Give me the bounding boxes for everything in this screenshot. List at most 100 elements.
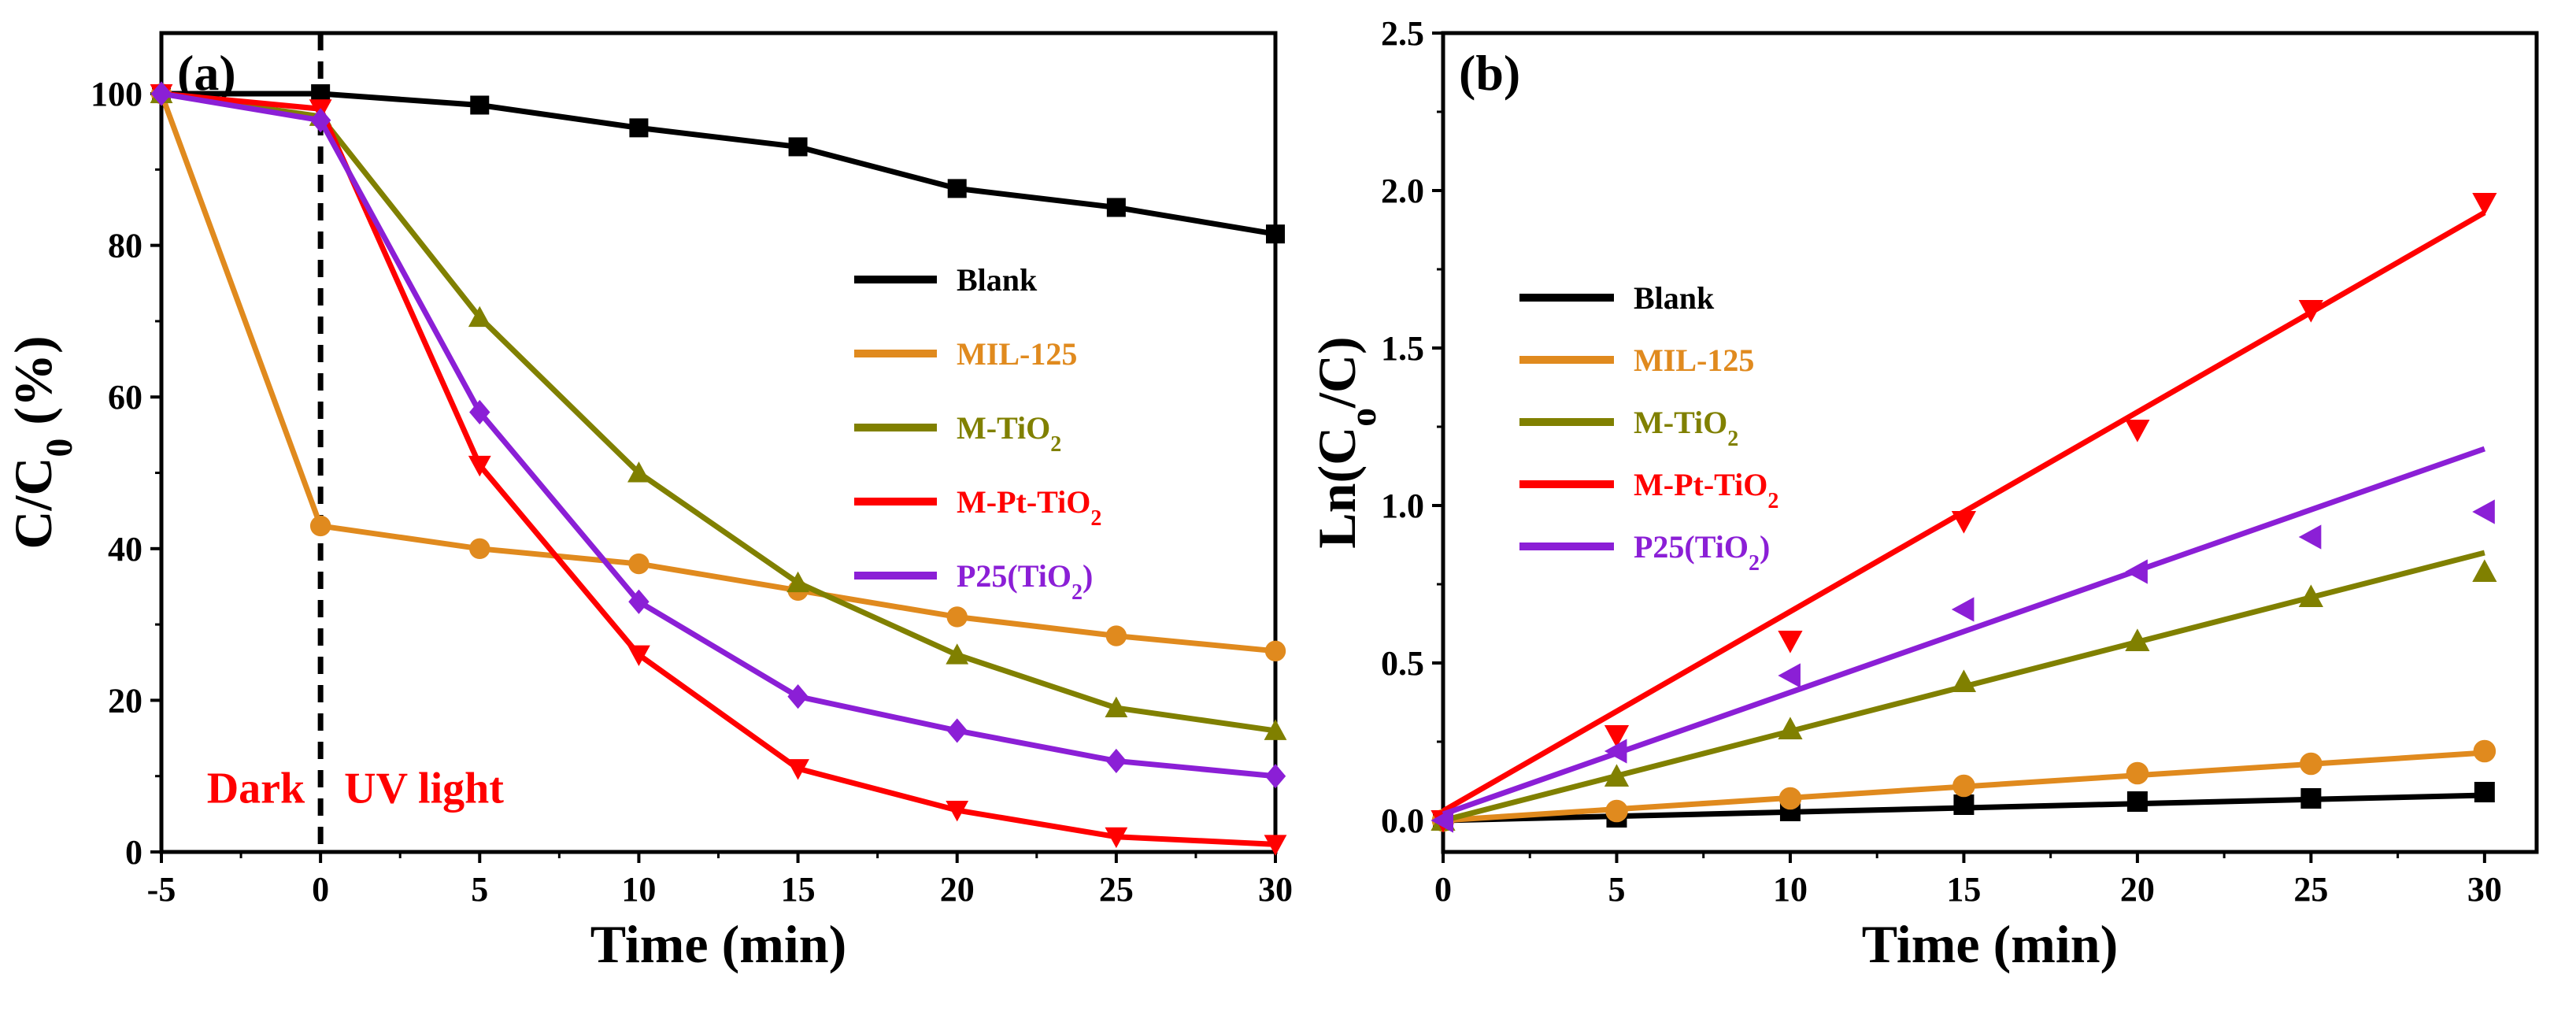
data-point-m-pt-tio2 (1604, 725, 1630, 748)
x-tick-label: 20 (940, 870, 975, 909)
data-point-m-tio2 (2125, 628, 2150, 651)
data-point-p25-tio2 (1264, 764, 1286, 789)
data-point-blank (629, 118, 649, 138)
data-point-p25-tio2 (309, 108, 331, 133)
data-point-m-tio2 (468, 306, 491, 328)
legend: Blank MIL-125 M-TiO2 M-Pt-TiO2 P25(TiO2) (1519, 280, 1778, 576)
data-point-blank (1953, 794, 1975, 815)
series-line-p25-tio2 (161, 91, 1276, 780)
data-point-mil-125 (1605, 799, 1628, 823)
x-tick-label: 0 (1434, 870, 1452, 909)
data-point-p25-tio2 (946, 718, 968, 743)
data-point-m-pt-tio2 (2125, 420, 2150, 443)
y-tick-label: 2.0 (1381, 172, 1424, 210)
y-tick-label: 2.5 (1381, 14, 1424, 53)
data-point-blank (470, 95, 490, 115)
data-point-m-tio2 (1105, 696, 1128, 718)
data-point-mil-125 (946, 606, 968, 628)
legend-label-p25-tio2: P25(TiO2) (957, 558, 1093, 605)
x-tick-label: 20 (2120, 870, 2155, 909)
x-tick-label: 10 (1773, 870, 1808, 909)
legend: Blank MIL-125 M-TiO2 M-Pt-TiO2 P25(TiO2) (854, 262, 1101, 605)
data-point-m-tio2 (946, 643, 969, 665)
panel-label: (b) (1459, 45, 1520, 101)
legend-label-blank: Blank (957, 262, 1038, 298)
data-point-blank (2300, 788, 2322, 809)
data-point-blank (947, 179, 967, 198)
data-point-mil-125 (1105, 625, 1127, 646)
data-point-m-pt-tio2 (1951, 511, 1977, 534)
data-point-p25-tio2 (150, 81, 172, 106)
data-point-m-tio2 (1778, 717, 1803, 739)
legend-label-mil-125: MIL-125 (1634, 343, 1754, 378)
fit-line-p25-tio2 (1442, 446, 2486, 817)
data-point-p25-tio2 (1430, 808, 1453, 833)
data-point-p25-tio2 (2125, 559, 2148, 584)
x-tick-label: 25 (2293, 870, 2328, 909)
x-tick-label: 15 (1946, 870, 1981, 909)
data-point-p25-tio2 (2472, 499, 2495, 524)
data-point-m-pt-tio2 (468, 455, 491, 477)
data-point-m-tio2 (2298, 584, 2323, 607)
data-point-m-tio2 (1264, 719, 1287, 740)
x-tick-label: 10 (621, 870, 656, 909)
x-tick-label: 0 (312, 870, 329, 909)
data-point-p25-tio2 (1105, 748, 1127, 774)
axes-frame (1441, 31, 2539, 854)
series-line-blank (161, 91, 1276, 237)
data-point-blank (2474, 782, 2495, 802)
data-point-mil-125 (309, 515, 331, 537)
data-point-mil-125 (1264, 640, 1286, 662)
x-tick-label: 15 (781, 870, 816, 909)
legend-label-m-tio2: M-TiO2 (1634, 405, 1738, 451)
series-line-m-tio2 (161, 91, 1276, 734)
y-tick-label: 0 (125, 833, 142, 872)
x-tick-label: 5 (471, 870, 488, 909)
data-point-m-pt-tio2 (1105, 827, 1128, 849)
data-point-m-pt-tio2 (2472, 193, 2497, 216)
data-point-m-pt-tio2 (786, 759, 809, 780)
axes-frame (159, 31, 1278, 854)
y-tick-label: 0.5 (1381, 644, 1424, 683)
x-tick-label: 30 (1258, 870, 1293, 909)
data-point-p25-tio2 (1778, 663, 1801, 688)
data-point-m-pt-tio2 (1778, 631, 1803, 654)
data-point-mil-125 (628, 553, 650, 575)
data-point-mil-125 (469, 538, 490, 560)
x-tick-label: 30 (2467, 870, 2502, 909)
data-point-p25-tio2 (1951, 597, 1975, 622)
data-point-p25-tio2 (469, 399, 490, 425)
panel-b: 0 5 10 15 20 25 30 0.0 0.5 1.0 1.5 2.0 2.5 Time (min)… (1307, 14, 2539, 974)
data-point-m-pt-tio2 (946, 801, 969, 822)
data-point-blank (788, 137, 808, 157)
data-point-blank (1106, 198, 1126, 217)
annotation-dark: Dark (207, 764, 305, 813)
annotation-uv-light: UV light (344, 764, 504, 813)
data-point-p25-tio2 (787, 683, 809, 709)
legend-label-p25-tio2: P25(TiO2) (1634, 529, 1770, 576)
data-point-p25-tio2 (628, 589, 650, 614)
y-tick-label: 1.5 (1381, 329, 1424, 368)
data-point-m-pt-tio2 (1264, 835, 1287, 856)
x-axis-label: Time (min) (1862, 914, 2119, 974)
series-p25-tio2 (150, 81, 1286, 789)
data-point-m-pt-tio2 (2298, 300, 2323, 323)
y-tick-label: 1.0 (1381, 487, 1424, 525)
data-point-mil-125 (1778, 787, 1802, 810)
legend-label-mil-125: MIL-125 (957, 336, 1077, 372)
data-point-m-tio2 (1604, 764, 1630, 787)
y-tick-label: 40 (108, 530, 142, 568)
series-p25-tio2 (1430, 446, 2495, 833)
y-tick-label: 100 (91, 75, 142, 113)
data-point-blank (2126, 791, 2148, 812)
data-point-blank (1266, 224, 1285, 244)
x-tick-label: 5 (1608, 870, 1625, 909)
data-point-m-pt-tio2 (627, 645, 650, 667)
data-point-m-tio2 (1951, 669, 1977, 692)
legend-label-m-pt-tio2: M-Pt-TiO2 (1634, 467, 1778, 513)
legend-label-m-pt-tio2: M-Pt-TiO2 (957, 484, 1101, 531)
data-point-mil-125 (2300, 752, 2322, 776)
data-point-p25-tio2 (2298, 524, 2322, 550)
